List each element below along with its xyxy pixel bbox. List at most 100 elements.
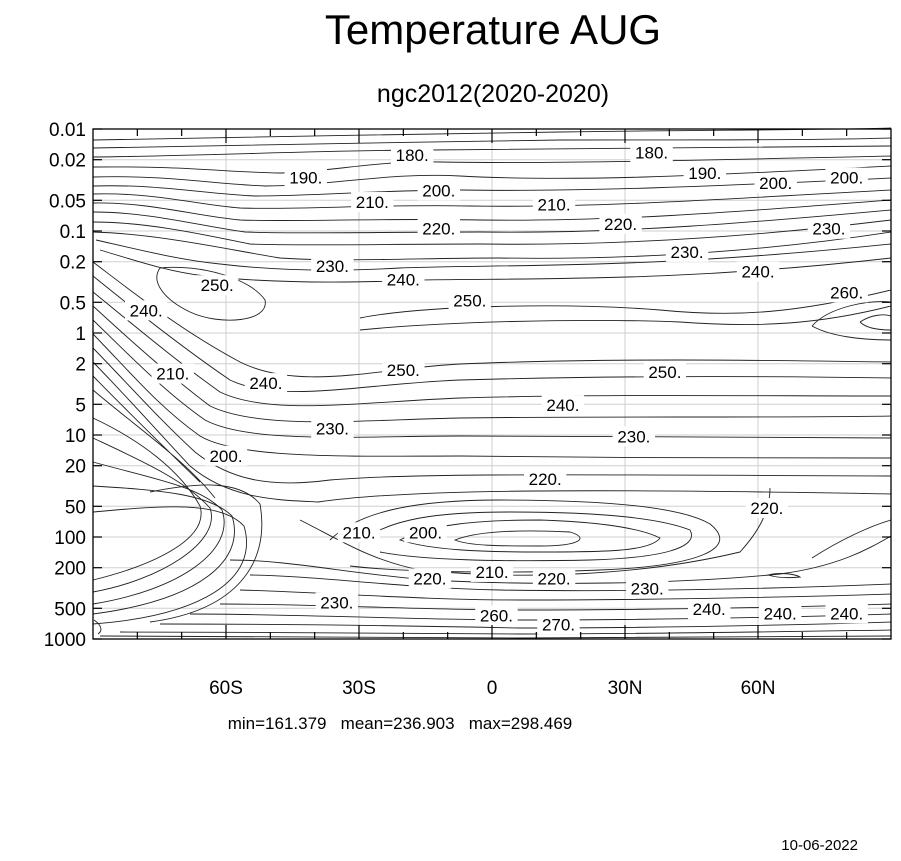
x-tick-label: 30S: [342, 678, 376, 699]
y-tick-label: 5: [75, 395, 86, 416]
y-tick-label: 10: [65, 426, 86, 447]
x-tick-label: 0: [487, 678, 498, 699]
contour-label: 240.: [764, 604, 797, 623]
chart-title: Temperature AUG: [325, 6, 661, 53]
contour-label: 240.: [387, 271, 420, 290]
contour-label: 260.: [480, 607, 513, 626]
contour-label-bg: [284, 167, 327, 188]
contour-label: 230.: [617, 427, 650, 446]
contour-label-bg: [532, 568, 576, 589]
contour-label: 240.: [693, 600, 726, 619]
y-tick-label: 0.5: [60, 293, 86, 314]
contour-label-bg: [736, 261, 780, 282]
contour-label-bg: [825, 167, 868, 188]
y-tick-label: 1000: [44, 630, 86, 651]
contour-label-bg: [524, 468, 567, 489]
contour-label-bg: [204, 445, 248, 466]
contour-label-bg: [630, 142, 673, 163]
contour-label-bg: [404, 522, 447, 543]
contour-label-bg: [825, 603, 868, 624]
contour-label: 220.: [538, 569, 571, 588]
x-tick-label: 60S: [209, 678, 243, 699]
contour-label: 190.: [688, 164, 721, 183]
contour-label-bg: [244, 373, 288, 394]
y-tick-label: 0.1: [60, 222, 86, 243]
contour-label-bg: [391, 145, 434, 166]
contour-label: 200.: [409, 523, 442, 542]
contour-label-bg: [408, 568, 452, 589]
contour-label: 210.: [538, 196, 571, 215]
chart-subtitle: ngc2012(2020-2020): [377, 80, 609, 108]
x-tick-labels: 60S 30S 0 30N 60N: [209, 678, 775, 699]
contour-label: 250.: [453, 291, 486, 310]
contour-label: 180.: [396, 146, 429, 165]
contour-label-bg: [195, 275, 239, 296]
contour-label-bg: [643, 361, 687, 382]
stats-text: min=161.379 mean=236.903 max=298.469: [228, 714, 573, 733]
contour-label: 240.: [741, 263, 774, 282]
contour-label: 220.: [422, 220, 455, 239]
axis-ticks: [93, 128, 891, 640]
contour-label-bg: [745, 498, 789, 519]
x-tick-label: 30N: [608, 678, 643, 699]
y-tick-label: 50: [65, 497, 86, 518]
contour-label: 200.: [209, 447, 242, 466]
contour-label: 230.: [316, 419, 349, 438]
x-tick-label: 60N: [741, 678, 776, 699]
y-tick-label: 1: [75, 324, 86, 345]
contour-label: 230.: [320, 594, 353, 613]
contour-label-bg: [448, 290, 492, 311]
contour-label-bg: [311, 418, 354, 439]
y-tick-label: 0.01: [49, 120, 86, 141]
contour-label: 250.: [201, 276, 234, 295]
contour-label: 210.: [356, 193, 389, 212]
contour-label: 240.: [130, 301, 163, 320]
y-tick-labels: 0.01 0.02 0.05 0.1 0.2 0.5 1 2 5 10 20 50 100 200 500 1…: [44, 120, 86, 651]
contour-label-bg: [758, 603, 802, 624]
y-tick-label: 500: [54, 599, 86, 620]
y-tick-label: 20: [65, 457, 86, 478]
contour-label: 180.: [635, 144, 668, 163]
contour-label-bg: [125, 300, 168, 321]
contour-label-bg: [683, 162, 726, 183]
contour-label: 230.: [812, 220, 845, 239]
contour-label-bg: [470, 561, 514, 582]
contour-label: 220.: [529, 470, 562, 489]
contour-label: 240.: [546, 396, 579, 415]
contour-label: 240.: [249, 374, 282, 393]
contour-label: 230.: [631, 580, 664, 599]
contour-label: 210.: [342, 523, 375, 542]
contour-label-bg: [311, 255, 354, 276]
contour-label-bg: [537, 614, 580, 635]
contour-label-bg: [151, 363, 194, 384]
contour-label-bg: [382, 359, 425, 380]
y-tick-label: 100: [54, 528, 86, 549]
contour-label: 260.: [830, 283, 863, 302]
contour-label: 190.: [289, 169, 322, 188]
contour-label-bg: [665, 241, 709, 262]
contour-label: 250.: [387, 361, 420, 380]
date-stamp: 10-06-2022: [781, 837, 858, 854]
contour-label-bg: [337, 522, 381, 543]
contour-label-bg: [625, 578, 669, 599]
contour-label-bg: [351, 192, 394, 213]
contour-label: 220.: [413, 569, 446, 588]
contour-label-bg: [599, 213, 642, 234]
y-tick-label: 200: [54, 559, 86, 580]
contour-label-bg: [382, 269, 425, 290]
contour-label-bg: [688, 599, 731, 620]
contour-label: 200.: [830, 169, 863, 188]
contour-label-bg: [475, 605, 518, 626]
contour-label-bg: [825, 282, 868, 303]
contour-label-bg: [612, 426, 656, 447]
contour-label: 210.: [475, 563, 508, 582]
contour-label: 270.: [542, 615, 575, 634]
contour-labels: 180. 180. 190. 190. 200. 200. 200. 210. 210. 220.…: [125, 142, 868, 635]
contour-label: 230.: [671, 243, 704, 262]
contour-label-bg: [754, 173, 797, 194]
contour-label-bg: [532, 194, 576, 215]
contour-label-bg: [315, 592, 359, 613]
contour-label: 200.: [422, 181, 455, 200]
contour-label-bg: [417, 180, 460, 201]
contour-label: 220.: [604, 215, 637, 234]
